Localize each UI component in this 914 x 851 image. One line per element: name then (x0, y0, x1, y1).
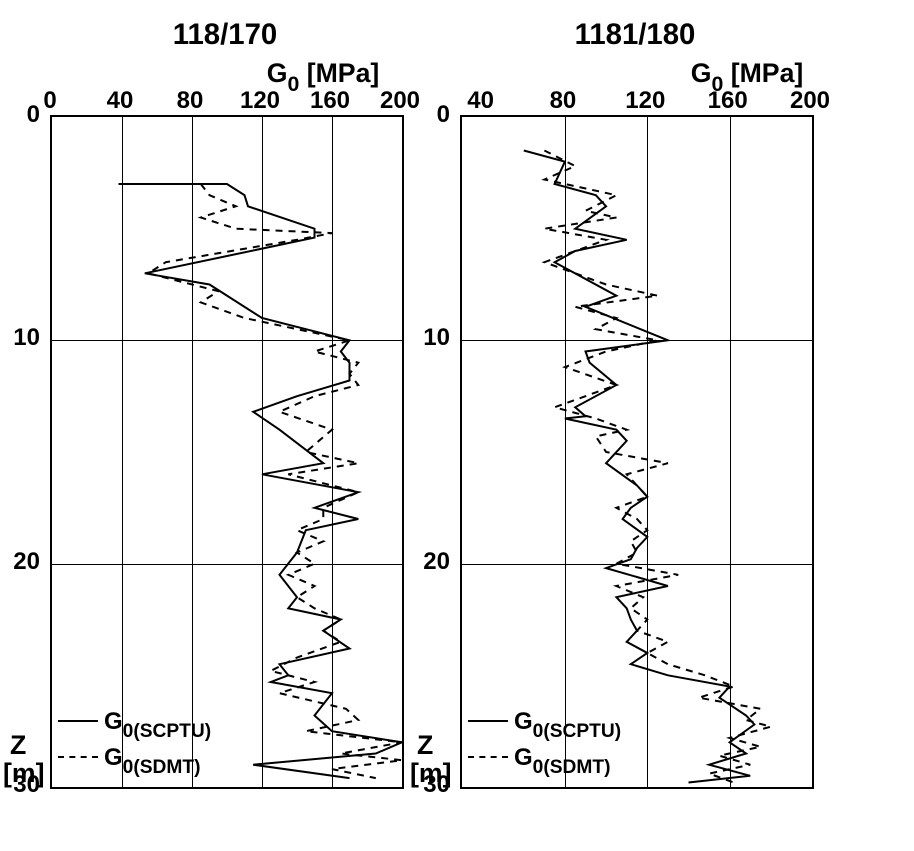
legend-item: G0(SCPTU) (468, 704, 621, 740)
series-line-G0_SCPTU (524, 151, 755, 783)
dashed-line-icon (58, 756, 98, 758)
x-tick-label: 40 (107, 87, 134, 115)
panel-title: 118/170 (173, 18, 277, 52)
x-tick-label: 40 (467, 87, 494, 115)
x-tick-label: 160 (708, 87, 748, 115)
x-axis-title: G0 [MPa] (691, 58, 804, 89)
x-axis-title: G0 [MPa] (267, 58, 380, 89)
y-tick-label: 10 (0, 324, 40, 352)
legend: G0(SCPTU) G0(SDMT) (58, 704, 211, 776)
x-tick-label: 80 (177, 87, 204, 115)
page: { "figure": { "width_px": 914, "height_p… (0, 0, 914, 851)
legend-item: G0(SDMT) (58, 740, 211, 776)
y-axis-title-line2: [m] (3, 758, 44, 789)
y-tick-label: 20 (0, 548, 40, 576)
y-tick-label: 10 (410, 324, 450, 352)
panel-title: 1181/180 (575, 18, 696, 52)
y-tick-label: 0 (410, 101, 450, 129)
y-axis-title-line1: Z (417, 730, 433, 761)
series-layer (52, 117, 402, 787)
legend-label: G0(SCPTU) (514, 708, 621, 735)
legend-label: G0(SDMT) (514, 744, 610, 771)
y-tick-label: 20 (410, 548, 450, 576)
legend-label: G0(SDMT) (104, 744, 200, 771)
plot-box (460, 115, 814, 789)
legend-item: G0(SCPTU) (58, 704, 211, 740)
solid-line-icon (468, 720, 508, 722)
series-layer (462, 117, 812, 787)
x-tick-label: 120 (625, 87, 665, 115)
x-tick-label: 80 (550, 87, 577, 115)
y-tick-label: 0 (0, 101, 40, 129)
series-line-G0_SDMT (544, 151, 770, 783)
y-axis-title-line2: [m] (410, 758, 451, 789)
dashed-line-icon (468, 756, 508, 758)
x-tick-label: 200 (790, 87, 830, 115)
plot-box (50, 115, 404, 789)
x-tick-label: 120 (240, 87, 280, 115)
legend-item: G0(SDMT) (468, 740, 621, 776)
solid-line-icon (58, 720, 98, 722)
x-tick-label: 0 (43, 87, 56, 115)
y-axis-title-line1: Z (10, 730, 26, 761)
legend: G0(SCPTU) G0(SDMT) (468, 704, 621, 776)
series-line-G0_SCPTU (119, 184, 403, 778)
x-tick-label: 160 (310, 87, 350, 115)
legend-label: G0(SCPTU) (104, 708, 211, 735)
series-line-G0_SDMT (148, 184, 402, 778)
